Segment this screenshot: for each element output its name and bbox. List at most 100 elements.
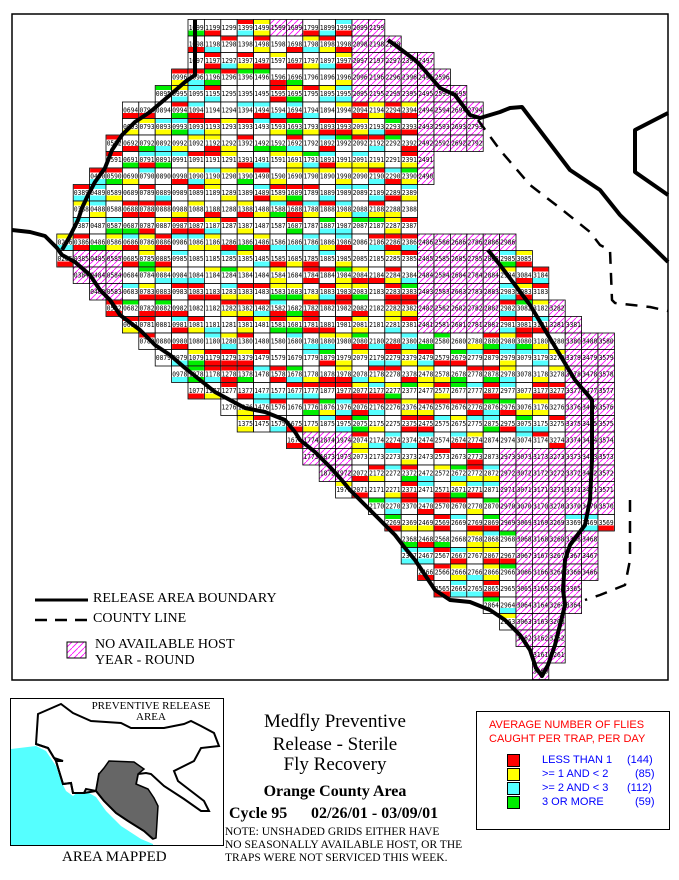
grid-cell-label: 1289	[222, 189, 237, 197]
catch-band	[352, 377, 368, 382]
grid-cell-label: 2390	[402, 172, 417, 180]
grid-cell-label: 2380	[402, 337, 417, 345]
catch-band	[155, 234, 172, 239]
grid-cell-label: 2981	[500, 321, 515, 329]
grid-cell-label: 1888	[320, 205, 335, 213]
grid-cell-label: 3469	[582, 519, 597, 527]
grid-cell-label: 2171	[369, 486, 384, 494]
catch-band	[303, 47, 319, 52]
grid-cell-label: 1875	[320, 420, 335, 428]
catch-band	[352, 344, 368, 349]
grid-cell: 1392	[236, 134, 254, 152]
catch-band	[368, 179, 385, 184]
grid-cell: 3277	[548, 382, 566, 400]
grid-cell-label: 1978	[336, 370, 351, 378]
catch-band	[204, 47, 221, 52]
grid-cell-label: 1382	[238, 304, 253, 312]
grid-cell-label: 3370	[566, 502, 581, 510]
catch-band	[385, 218, 401, 222]
grid-cell-label: 1597	[271, 57, 286, 65]
catch-band	[303, 317, 319, 321]
grid-cell-label: 2477	[418, 387, 433, 395]
grid-cell: 1290	[220, 167, 238, 185]
grid-cell-label: 2388	[402, 205, 417, 213]
grid-cell-label: 2072	[353, 469, 368, 477]
grid-cell: 3274	[548, 431, 566, 449]
grid-cell: 2593	[433, 118, 451, 136]
catch-band	[106, 179, 122, 184]
grid-cell: 3071	[515, 481, 533, 499]
catch-band	[319, 30, 336, 36]
grid-cell-label: 2683	[451, 288, 466, 296]
catch-band	[139, 212, 155, 217]
grid-cell-label: 1497	[254, 57, 269, 65]
grid-cell-label: 3380	[566, 337, 581, 345]
grid-cell-label: 2483	[418, 288, 433, 296]
grid-cell-label: 2286	[386, 238, 401, 246]
catch-band	[237, 350, 254, 354]
grid-cell: 3570	[597, 497, 615, 515]
grid-cell: 2485	[417, 250, 435, 268]
grid-cell: 1482	[253, 299, 271, 317]
grid-cell: 1190	[203, 167, 222, 185]
grid-cell: 1289	[220, 184, 238, 202]
grid-cell: 2077	[351, 382, 369, 400]
grid-cell-label: 1396	[238, 73, 253, 81]
grid-cell: 3379	[564, 349, 583, 367]
grid-cell-label: 2492	[418, 139, 433, 147]
grid-cell-label: 3269	[550, 519, 565, 527]
grid-cell-label: 3273	[550, 453, 565, 461]
grid-cell: 2986	[499, 233, 517, 251]
grid-cell-label: 0385	[74, 255, 89, 263]
grid-cell: 3376	[564, 398, 583, 416]
catch-band	[516, 393, 532, 399]
catch-band	[467, 548, 483, 552]
grid-cell: 3084	[515, 266, 533, 284]
catch-band	[483, 465, 500, 470]
grid-cell: 3075	[515, 415, 533, 433]
grid-cell-label: 1389	[238, 189, 253, 197]
catch-band	[385, 350, 401, 354]
catch-band	[270, 195, 286, 201]
grid-cell: 2072	[351, 464, 369, 482]
catch-band	[57, 261, 73, 267]
grid-cell-label: 2476	[418, 403, 433, 411]
grid-cell-label: 2084	[353, 271, 368, 279]
grid-cell: 2982	[499, 299, 517, 317]
grid-cell: 1594	[269, 101, 287, 119]
catch-band	[106, 228, 122, 234]
catch-band	[139, 251, 155, 255]
grid-cell-label: 1596	[271, 73, 286, 81]
grid-cell-label: 1578	[271, 370, 286, 378]
catch-band	[434, 333, 450, 338]
grid-cell-label: 2271	[386, 486, 401, 494]
grid-cell: 1790	[302, 167, 320, 185]
catch-band	[401, 350, 418, 354]
catch-band	[516, 284, 532, 288]
catch-band	[319, 360, 336, 366]
grid-cell: 1684	[285, 266, 304, 284]
grid-cell: 1496	[253, 68, 271, 86]
grid-cell: 2091	[351, 151, 369, 169]
catch-band	[368, 129, 385, 135]
grid-cell-label: 2082	[353, 304, 368, 312]
grid-cell: 3067	[515, 547, 533, 565]
catch-band	[139, 261, 155, 267]
grid-cell: 1988	[335, 200, 353, 218]
catch-band	[270, 377, 286, 382]
grid-cell-label: 1186	[205, 238, 220, 246]
grid-cell-label: 1974	[336, 436, 351, 444]
grid-cell-label: 0784	[140, 271, 155, 279]
catch-band	[122, 261, 139, 267]
grid-cell: 2570	[433, 497, 451, 515]
grid-cell: 2473	[417, 448, 435, 466]
catch-band	[434, 564, 450, 569]
grid-cell-label: 2175	[369, 420, 384, 428]
grid-cell: 1991	[335, 151, 353, 169]
catch-band	[237, 360, 254, 366]
grid-cell-label: 2294	[386, 106, 401, 114]
grid-cell: 3576	[597, 398, 615, 416]
catch-band	[500, 300, 516, 305]
grid-cell: 1782	[302, 299, 320, 317]
grid-cell-label: 2595	[435, 90, 450, 98]
